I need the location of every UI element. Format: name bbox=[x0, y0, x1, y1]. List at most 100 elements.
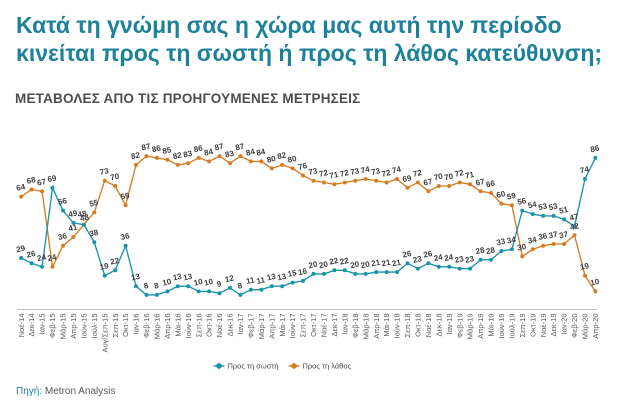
svg-text:76: 76 bbox=[297, 161, 308, 172]
svg-text:86: 86 bbox=[151, 143, 162, 154]
svg-text:59: 59 bbox=[120, 191, 131, 202]
svg-text:19: 19 bbox=[99, 261, 110, 272]
svg-text:84: 84 bbox=[245, 147, 256, 158]
svg-text:82: 82 bbox=[172, 150, 183, 161]
svg-text:20: 20 bbox=[318, 259, 329, 270]
svg-text:72: 72 bbox=[454, 168, 465, 179]
svg-text:51: 51 bbox=[558, 205, 569, 216]
svg-text:Απρ-15: Απρ-15 bbox=[69, 314, 78, 339]
svg-text:34: 34 bbox=[527, 235, 538, 246]
svg-text:36: 36 bbox=[57, 231, 68, 242]
svg-text:37: 37 bbox=[548, 230, 559, 241]
svg-text:Φεβ-16: Φεβ-16 bbox=[142, 314, 151, 338]
svg-text:Φεβ-15: Φεβ-15 bbox=[48, 314, 57, 338]
svg-text:53: 53 bbox=[537, 201, 548, 212]
svg-text:71: 71 bbox=[464, 170, 475, 181]
svg-text:86: 86 bbox=[590, 143, 601, 154]
svg-text:Σεπ-17: Σεπ-17 bbox=[299, 314, 308, 338]
svg-text:73: 73 bbox=[99, 166, 110, 177]
svg-text:Οκτ-15: Οκτ-15 bbox=[121, 314, 130, 337]
svg-text:Σεπ-19: Σεπ-19 bbox=[518, 314, 527, 338]
svg-text:Ιαν-15: Ιαν-15 bbox=[38, 314, 47, 335]
svg-text:13: 13 bbox=[182, 272, 193, 283]
svg-text:36: 36 bbox=[537, 231, 548, 242]
svg-text:Μάρ-19: Μάρ-19 bbox=[466, 314, 475, 340]
svg-text:8: 8 bbox=[153, 281, 160, 291]
svg-text:83: 83 bbox=[182, 149, 193, 160]
svg-text:Προς τη σωστή: Προς τη σωστή bbox=[228, 361, 279, 370]
svg-text:Ιούν-16: Ιούν-16 bbox=[184, 314, 193, 339]
svg-text:13: 13 bbox=[172, 272, 183, 283]
svg-text:72: 72 bbox=[381, 168, 392, 179]
svg-text:Δεκ-16: Δεκ-16 bbox=[226, 314, 235, 337]
svg-text:23: 23 bbox=[412, 254, 423, 265]
svg-text:8: 8 bbox=[143, 281, 150, 291]
svg-text:82: 82 bbox=[130, 150, 141, 161]
svg-text:Ιαν-20: Ιαν-20 bbox=[560, 314, 569, 335]
svg-text:28: 28 bbox=[475, 245, 486, 256]
svg-text:Νοέ-17: Νοέ-17 bbox=[320, 314, 329, 338]
svg-text:13: 13 bbox=[276, 272, 287, 283]
svg-text:11: 11 bbox=[245, 275, 256, 286]
svg-text:Νοέ-14: Νοέ-14 bbox=[17, 314, 26, 338]
svg-text:19: 19 bbox=[579, 261, 590, 272]
svg-text:Μάι-19: Μάι-19 bbox=[487, 314, 496, 337]
svg-text:Οκτ-18: Οκτ-18 bbox=[414, 314, 423, 337]
svg-text:83: 83 bbox=[224, 149, 235, 160]
svg-text:69: 69 bbox=[402, 173, 413, 184]
svg-text:Νοέ-19: Νοέ-19 bbox=[539, 314, 548, 338]
svg-text:42: 42 bbox=[569, 221, 580, 232]
svg-text:72: 72 bbox=[318, 168, 329, 179]
svg-text:24: 24 bbox=[36, 252, 47, 263]
svg-text:38: 38 bbox=[88, 228, 99, 239]
svg-text:21: 21 bbox=[381, 258, 392, 269]
svg-text:Φεβ-20: Φεβ-20 bbox=[570, 314, 579, 338]
svg-text:Οκτ-16: Οκτ-16 bbox=[205, 314, 214, 337]
svg-text:Ιούλ-15: Ιούλ-15 bbox=[90, 314, 99, 339]
svg-text:Δεκ-14: Δεκ-14 bbox=[27, 314, 36, 337]
svg-text:69: 69 bbox=[47, 173, 58, 184]
svg-text:Απρ-16: Απρ-16 bbox=[163, 314, 172, 339]
svg-text:71: 71 bbox=[329, 170, 340, 181]
svg-text:10: 10 bbox=[203, 277, 214, 288]
svg-text:9: 9 bbox=[216, 279, 223, 289]
svg-text:Οκτ-17: Οκτ-17 bbox=[309, 314, 318, 337]
svg-text:67: 67 bbox=[36, 177, 47, 188]
svg-text:10: 10 bbox=[590, 277, 601, 288]
svg-text:11: 11 bbox=[256, 275, 267, 286]
svg-text:60: 60 bbox=[496, 189, 507, 200]
svg-text:48: 48 bbox=[77, 209, 88, 220]
svg-text:21: 21 bbox=[391, 258, 402, 269]
svg-text:72: 72 bbox=[412, 168, 423, 179]
svg-text:55: 55 bbox=[88, 198, 99, 209]
svg-text:26: 26 bbox=[402, 249, 413, 260]
svg-text:Προς τη λάθος: Προς τη λάθος bbox=[303, 361, 352, 370]
svg-text:Ιαν-18: Ιαν-18 bbox=[340, 314, 349, 335]
svg-text:68: 68 bbox=[26, 175, 37, 186]
svg-text:23: 23 bbox=[464, 254, 475, 265]
svg-text:22: 22 bbox=[339, 256, 350, 267]
svg-text:Δεκ-17: Δεκ-17 bbox=[330, 314, 339, 337]
svg-text:10: 10 bbox=[162, 277, 173, 288]
svg-text:21: 21 bbox=[370, 258, 381, 269]
svg-text:15: 15 bbox=[287, 268, 298, 279]
svg-text:67: 67 bbox=[475, 177, 486, 188]
svg-text:24: 24 bbox=[433, 252, 444, 263]
svg-text:13: 13 bbox=[130, 272, 141, 283]
svg-text:84: 84 bbox=[255, 147, 266, 158]
svg-text:Ιούν-17: Ιούν-17 bbox=[288, 314, 297, 339]
svg-text:36: 36 bbox=[120, 231, 131, 242]
svg-text:Μάι-17: Μάι-17 bbox=[278, 314, 287, 337]
svg-text:33: 33 bbox=[496, 237, 507, 248]
svg-text:Φεβ-18: Φεβ-18 bbox=[351, 314, 360, 338]
svg-text:Μάι-16: Μάι-16 bbox=[173, 314, 182, 337]
svg-text:Φεβ-19: Φεβ-19 bbox=[455, 314, 464, 338]
svg-text:24: 24 bbox=[47, 252, 58, 263]
svg-text:Ιούν-18: Ιούν-18 bbox=[393, 314, 402, 339]
svg-text:Απρ-17: Απρ-17 bbox=[267, 314, 276, 339]
svg-text:26: 26 bbox=[423, 249, 434, 260]
svg-text:Απρ-20: Απρ-20 bbox=[591, 314, 600, 339]
svg-text:Απρ-18: Απρ-18 bbox=[372, 314, 381, 339]
svg-text:56: 56 bbox=[57, 196, 68, 207]
svg-text:13: 13 bbox=[266, 272, 277, 283]
